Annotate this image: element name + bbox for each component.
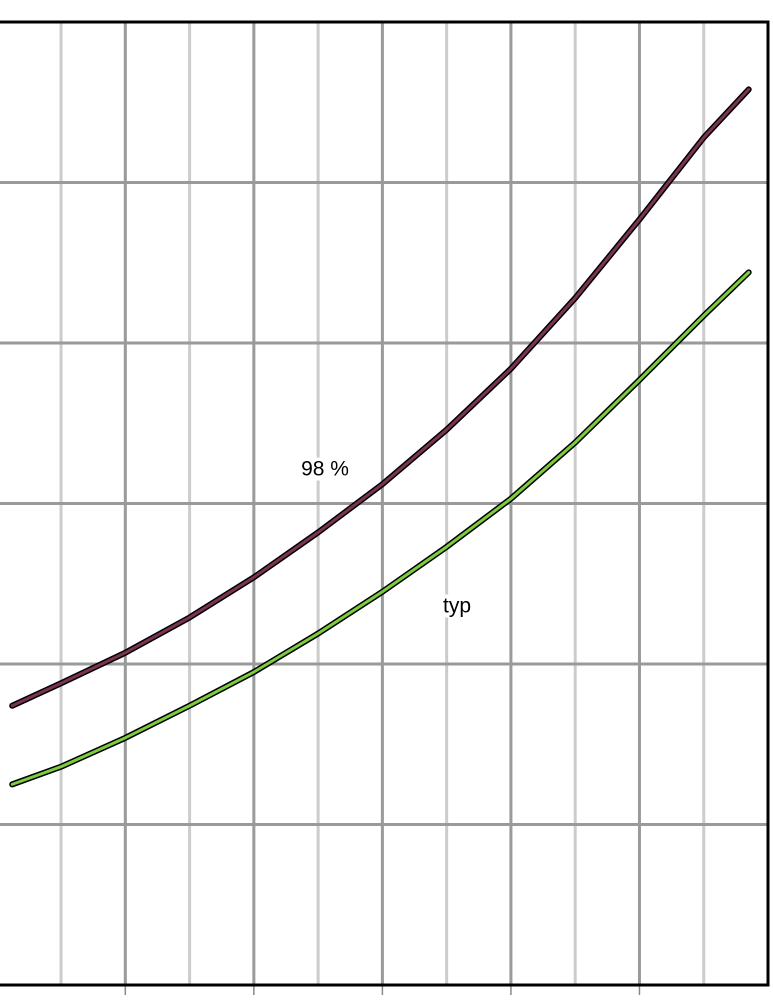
label-background <box>440 594 474 618</box>
line <box>10 87 751 708</box>
series-label: 98 % <box>301 458 349 481</box>
label-background <box>299 457 351 481</box>
line <box>10 270 751 786</box>
plot-frame <box>0 20 770 987</box>
series-label: typ <box>443 595 471 618</box>
